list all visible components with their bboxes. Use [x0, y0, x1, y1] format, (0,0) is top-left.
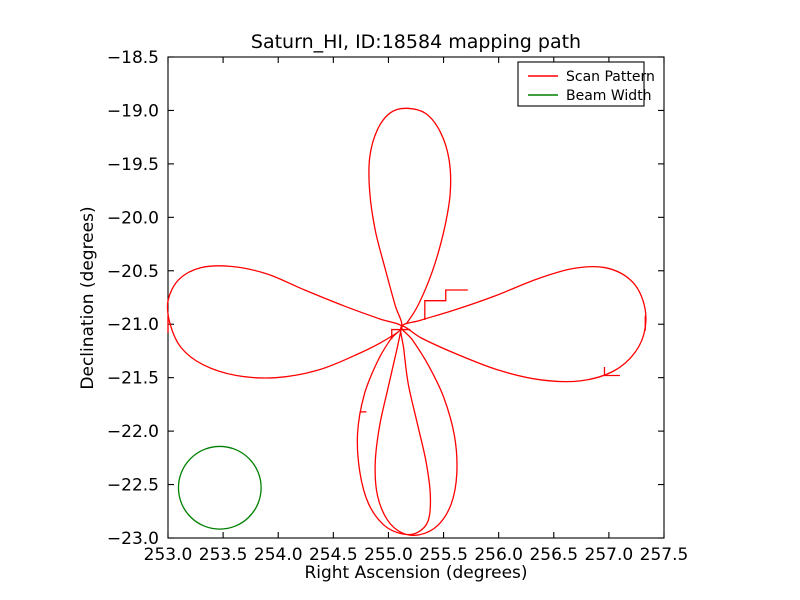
axes-frame	[167, 56, 665, 539]
scan-pattern-step-artifact-0	[424, 289, 468, 320]
legend-label-scan-pattern: Scan Pattern	[566, 69, 655, 85]
x-tick-label: 253.0	[144, 545, 193, 565]
y-axis-ticks: −23.0 −22.5 −22.0 −21.5 −21.0 −20.5 −20.0 −19.5…	[107, 48, 664, 549]
x-tick-label: 257.0	[585, 545, 634, 565]
legend-box	[517, 61, 645, 107]
scan-pattern-step-artifact-4	[603, 366, 620, 377]
page-title: Saturn_HI, ID:18584 mapping path	[251, 31, 581, 53]
x-tick-label: 256.5	[529, 545, 578, 565]
y-tick-label: −19.0	[107, 101, 159, 121]
beam-width-circle	[177, 445, 262, 530]
y-tick-label: −20.5	[107, 262, 159, 282]
y-tick-label: −20.0	[107, 208, 159, 228]
x-tick-label: 256.0	[474, 545, 523, 565]
y-tick-label: −23.0	[107, 529, 159, 549]
y-tick-label: −21.0	[107, 315, 159, 335]
x-tick-label: 257.5	[640, 545, 689, 565]
scan-pattern-path	[166, 107, 647, 536]
y-tick-label: −22.5	[107, 476, 159, 496]
y-tick-label: −21.5	[107, 369, 159, 389]
x-tick-label: 253.5	[199, 545, 248, 565]
data-series-group	[166, 107, 647, 536]
x-axis-label: Right Ascension (degrees)	[304, 563, 527, 583]
scan-pattern-step-artifact-1	[391, 328, 411, 340]
legend-label-beam-width: Beam Width	[566, 88, 652, 104]
x-tick-label: 255.0	[364, 545, 413, 565]
y-axis-label: Declination (degrees)	[78, 206, 98, 389]
y-tick-label: −22.0	[107, 422, 159, 442]
x-axis-ticks: 253.0 253.5 254.0 254.5 255.0 255.5 256.0 256.5…	[144, 57, 689, 565]
x-tick-label: 254.5	[309, 545, 358, 565]
x-tick-label: 255.5	[419, 545, 468, 565]
y-tick-label: −18.5	[107, 48, 159, 68]
chart-legend[interactable]: Scan Pattern Beam Width	[517, 61, 655, 107]
x-tick-label: 254.0	[254, 545, 303, 565]
y-tick-label: −19.5	[107, 155, 159, 175]
